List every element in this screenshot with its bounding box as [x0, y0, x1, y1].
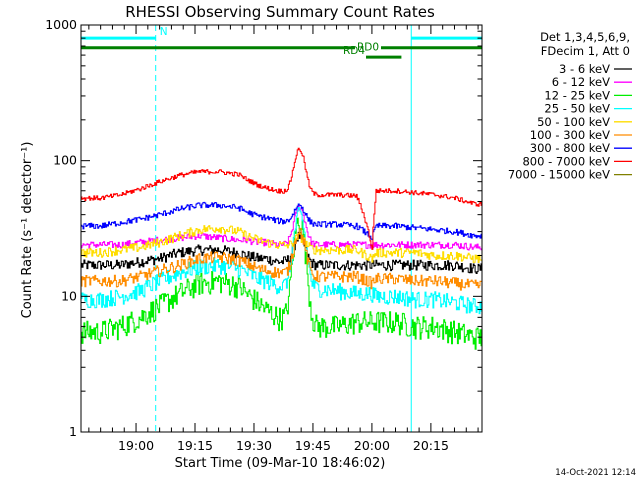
- legend-label: 7000 - 15000 keV: [508, 168, 610, 182]
- legend-label: 12 - 25 keV: [544, 88, 610, 102]
- legend-header-decimation: FDecim 1, Att 0: [541, 44, 630, 58]
- x-axis: 19:00 19:15 19:30 19:45 20:00 20:15: [88, 25, 479, 453]
- y-axis-label: Count Rate (s⁻¹ detector⁻¹): [20, 142, 35, 319]
- legend-label: 300 - 800 keV: [530, 141, 610, 155]
- series-50-100-kev: [81, 225, 482, 263]
- y-tick-label: 1000: [45, 17, 77, 32]
- y-tick-label: 1: [69, 424, 77, 439]
- footer-date: 14-Oct-2021 12:14: [555, 468, 636, 478]
- y-axis: 1 10 100 1000: [45, 17, 482, 439]
- state-label-rd4: RD4: [343, 45, 365, 57]
- series-3-6-kev: [81, 231, 482, 274]
- legend-label: 50 - 100 keV: [537, 115, 610, 129]
- legend-label: 6 - 12 keV: [552, 75, 610, 89]
- x-tick-label: 19:45: [295, 438, 331, 453]
- plot-frame: [80, 24, 483, 433]
- x-tick-label: 20:15: [413, 438, 449, 453]
- series-12-25-kev: [81, 217, 482, 350]
- series-800-7000-kev: [81, 147, 482, 250]
- x-tick-label: 19:15: [177, 438, 213, 453]
- state-label-rd0: RD0: [357, 42, 379, 54]
- legend-label: 25 - 50 keV: [544, 102, 610, 116]
- x-axis-label: Start Time (09-Mar-10 18:46:02): [175, 456, 386, 471]
- legend-label: 800 - 7000 keV: [522, 154, 610, 168]
- y-tick-label: 10: [61, 288, 77, 303]
- series-100-300-kev: [81, 227, 482, 291]
- legend-header-detectors: Det 1,3,4,5,6,9,: [540, 30, 630, 44]
- legend-label: 3 - 6 keV: [559, 62, 610, 76]
- x-tick-label: 19:00: [118, 438, 154, 453]
- series-layer: [81, 147, 482, 350]
- y-tick-label: 100: [53, 153, 77, 168]
- chart-title: RHESSI Observing Summary Count Rates: [125, 3, 435, 21]
- x-tick-label: 20:00: [354, 438, 390, 453]
- series-300-800-kev: [81, 201, 482, 241]
- legend-label: 100 - 300 keV: [530, 128, 610, 142]
- x-tick-label: 19:30: [236, 438, 272, 453]
- series-25-50-kev: [81, 207, 482, 315]
- state-label-n: N: [160, 26, 168, 38]
